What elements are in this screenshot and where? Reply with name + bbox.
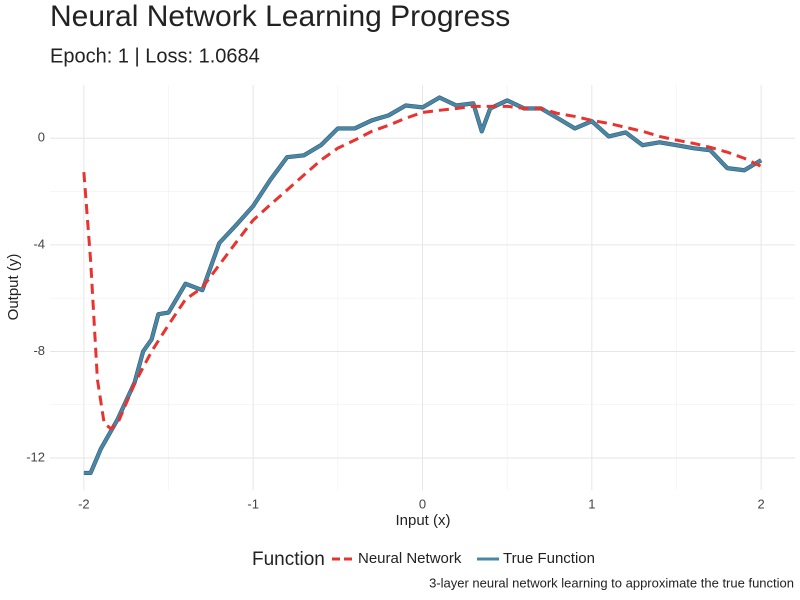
x-tick-label: 0: [419, 496, 426, 511]
chart-subtitle: Epoch: 1 | Loss: 1.0684: [50, 45, 260, 67]
x-tick-label: 2: [758, 496, 765, 511]
caption: 3-layer neural network learning to appro…: [429, 575, 794, 590]
line: [83, 95, 762, 475]
x-axis-label: Input (x): [395, 512, 450, 529]
line: [82, 104, 762, 431]
y-tick-label: -4: [33, 236, 45, 251]
y-tick-label: -12: [26, 449, 45, 464]
x-tick-label: -2: [78, 496, 90, 511]
chart-title: Neural Network Learning Progress: [50, 0, 510, 33]
y-axis-label: Output (y): [5, 254, 22, 321]
y-tick-label: 0: [38, 130, 45, 145]
legend-title: Function: [252, 549, 325, 570]
y-tick-label: -8: [33, 343, 45, 358]
legend-label: True Function: [503, 550, 595, 567]
x-tick-label: 1: [588, 496, 595, 511]
legend-label: Neural Network: [358, 550, 462, 567]
x-tick-label: -1: [247, 496, 259, 511]
